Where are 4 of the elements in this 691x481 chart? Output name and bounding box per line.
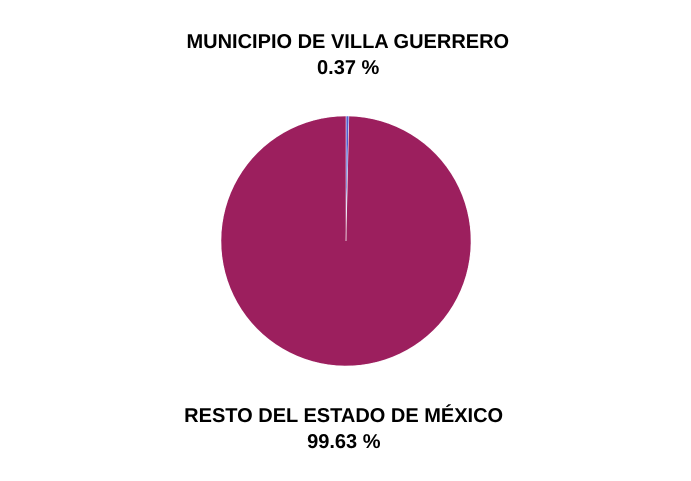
slice-label: MUNICIPIO DE VILLA GUERRERO: [186, 31, 510, 54]
data-label: 99.63 %: [307, 430, 381, 453]
data-label: 0.37 %: [317, 57, 380, 80]
slice-label: RESTO DEL ESTADO DE MÉXICO: [184, 404, 504, 427]
